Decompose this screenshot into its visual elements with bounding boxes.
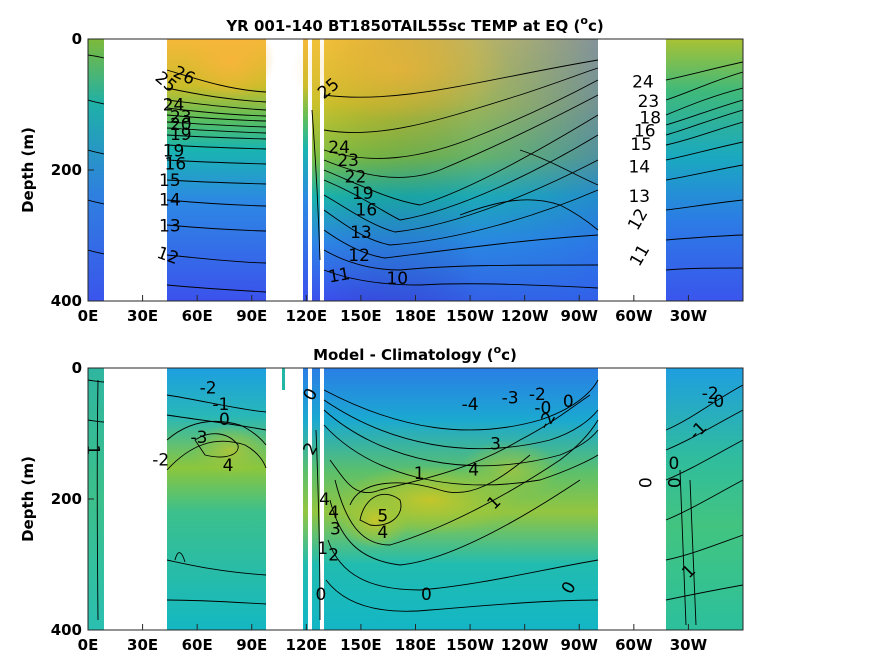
y-tick-label: 200 xyxy=(51,490,82,508)
contour-label: 5 xyxy=(377,506,388,526)
contour-label: 0 xyxy=(663,477,683,488)
x-tick-label: 120E xyxy=(286,636,328,654)
contour-label: 4 xyxy=(328,503,339,523)
contour-label: -0 xyxy=(534,398,551,418)
y-tick-label: 0 xyxy=(72,359,82,377)
contour-label: -2 xyxy=(200,379,217,399)
contour-label: 1 xyxy=(414,464,425,484)
y-axis-label: Depth (m) xyxy=(19,456,37,542)
contour-label: 4 xyxy=(319,490,330,510)
contour-label: 15 xyxy=(630,135,652,155)
contour-label: 23 xyxy=(638,92,660,112)
contour-label: 12 xyxy=(624,205,652,234)
x-tick-label: 120W xyxy=(501,636,549,654)
contour-label: 13 xyxy=(159,217,181,237)
x-tick-label: 90W xyxy=(561,636,599,654)
temperature-panel: YR 001-140 BT1850TAIL55sc TEMP at EQ (oc… xyxy=(19,14,744,325)
contour-label: 13 xyxy=(350,223,372,243)
contour-label: 4 xyxy=(223,456,234,476)
contour-label: -3 xyxy=(191,428,208,448)
contour-label: -2 xyxy=(152,451,169,471)
y-ticks: 0 200 400 xyxy=(51,359,94,639)
contour-label: 19 xyxy=(170,125,192,145)
contour-label: 23 xyxy=(170,107,192,127)
y-tick-label: 400 xyxy=(51,292,82,310)
y-ticks: 0 200 400 xyxy=(51,30,94,310)
contour-label: 3 xyxy=(330,519,341,539)
contour-label: -4 xyxy=(462,395,479,415)
contour-label: 24 xyxy=(632,73,654,93)
contour-label: 0 xyxy=(315,585,326,605)
temperature-field xyxy=(88,39,743,301)
x-tick-label: 90W xyxy=(561,307,599,325)
contour-label: -3 xyxy=(502,388,519,408)
x-tick-label: 60E xyxy=(182,307,213,325)
contour-label: 23 xyxy=(337,151,359,171)
contour-label: -1 xyxy=(212,395,229,415)
contour-label: 18 xyxy=(639,109,661,129)
contour-label: 24 xyxy=(328,138,350,158)
contour-label: 1 xyxy=(317,539,328,559)
anomaly-panel: Model - Climatology (oc) xyxy=(19,343,744,654)
contour-label: 19 xyxy=(352,184,374,204)
x-tick-label: 90E xyxy=(236,636,267,654)
x-tick-label: 90E xyxy=(236,307,267,325)
contour-label: -2 xyxy=(702,384,719,404)
chart-title: YR 001-140 BT1850TAIL55sc TEMP at EQ (oc… xyxy=(225,14,603,35)
contour-label: 14 xyxy=(159,190,181,210)
x-ticks: 0E 30E 60E 90E 120E 150E 180E 150W 120W 90W 60W 30W xyxy=(78,295,708,325)
contour-label: 1 xyxy=(82,444,102,455)
contour-label: 14 xyxy=(628,158,650,178)
x-tick-label: 60W xyxy=(615,307,653,325)
x-ticks: 0E 30E 60E 90E 120E 150E 180E 150W 120W 90W 60W 30W xyxy=(78,624,708,654)
x-tick-label: 30W xyxy=(670,636,708,654)
contour-label: 16 xyxy=(165,154,187,174)
contour-label: 4 xyxy=(468,461,479,481)
x-tick-label: 60W xyxy=(615,636,653,654)
x-tick-label: 120E xyxy=(286,307,328,325)
contour-label: 13 xyxy=(628,187,650,207)
contour-label: 16 xyxy=(634,122,656,142)
contour-label: 3 xyxy=(490,434,501,454)
contour-label: 12 xyxy=(348,246,370,266)
contour-label: 19 xyxy=(163,141,185,161)
x-tick-label: 30E xyxy=(127,636,158,654)
x-tick-label: 30E xyxy=(127,307,158,325)
x-tick-label: 120W xyxy=(501,307,549,325)
contour-label: 0 xyxy=(421,585,432,605)
y-axis-label: Depth (m) xyxy=(19,127,37,213)
y-tick-label: 400 xyxy=(51,621,82,639)
anomaly-field xyxy=(88,368,743,630)
contour-label: 0 xyxy=(634,477,654,488)
x-tick-label: 180E xyxy=(395,636,437,654)
y-tick-label: 0 xyxy=(72,30,82,48)
contour-label: -0 xyxy=(707,392,724,412)
chart-title: Model - Climatology (oc) xyxy=(313,343,517,364)
x-tick-label: 150E xyxy=(340,307,382,325)
contour-label: 0 xyxy=(219,410,230,430)
contour-label: 11 xyxy=(626,241,654,270)
x-tick-label: 30W xyxy=(670,307,708,325)
contour-label: 15 xyxy=(159,171,181,191)
contour-label: 10 xyxy=(386,269,408,289)
contour-label: 11 xyxy=(327,264,352,287)
x-tick-label: 0E xyxy=(78,636,99,654)
contour-label: 22 xyxy=(345,168,367,188)
x-tick-label: 0E xyxy=(78,307,99,325)
contour-label: 0 xyxy=(563,392,574,412)
contour-label: 20 xyxy=(170,115,192,135)
contour-label: 2 xyxy=(328,546,339,566)
x-tick-label: 60E xyxy=(182,636,213,654)
x-tick-label: 180E xyxy=(395,307,437,325)
contour-label: -2 xyxy=(529,385,546,405)
contour-label: 16 xyxy=(356,200,378,220)
contour-label: 0 xyxy=(668,454,679,474)
contour-label: 4 xyxy=(377,523,388,543)
x-tick-label: 150W xyxy=(446,307,494,325)
y-tick-label: 200 xyxy=(51,161,82,179)
x-tick-label: 150W xyxy=(446,636,494,654)
contour-label: 24 xyxy=(163,96,185,116)
x-tick-label: 150E xyxy=(340,636,382,654)
